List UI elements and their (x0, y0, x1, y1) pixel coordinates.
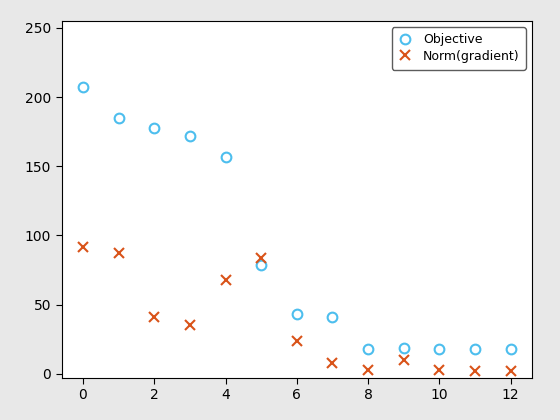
Norm(gradient) (258, 255, 264, 260)
Objective (436, 346, 443, 352)
Norm(gradient) (329, 360, 336, 365)
Objective (400, 345, 407, 350)
Objective (329, 315, 336, 320)
Objective (258, 262, 264, 267)
Objective (80, 85, 86, 90)
Objective (507, 346, 514, 352)
Legend: Objective, Norm(gradient): Objective, Norm(gradient) (391, 27, 526, 69)
Norm(gradient) (222, 277, 229, 282)
Objective (186, 133, 193, 138)
Objective (293, 312, 300, 317)
Norm(gradient) (115, 251, 122, 256)
Objective (365, 346, 371, 352)
Norm(gradient) (472, 369, 478, 374)
Objective (115, 116, 122, 121)
Line: Objective: Objective (78, 83, 515, 354)
Line: Norm(gradient): Norm(gradient) (78, 241, 515, 376)
Objective (472, 346, 478, 352)
Norm(gradient) (400, 357, 407, 362)
Norm(gradient) (293, 338, 300, 343)
Norm(gradient) (365, 367, 371, 372)
Norm(gradient) (507, 369, 514, 374)
Objective (151, 125, 157, 130)
Objective (222, 154, 229, 159)
Norm(gradient) (436, 367, 443, 372)
Norm(gradient) (186, 323, 193, 328)
Norm(gradient) (80, 244, 86, 249)
Norm(gradient) (151, 315, 157, 320)
